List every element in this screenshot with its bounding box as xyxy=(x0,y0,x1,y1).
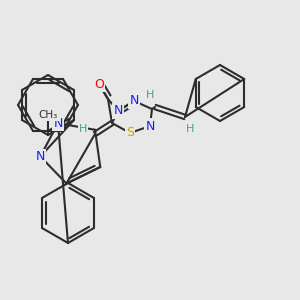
Text: H: H xyxy=(79,124,87,134)
Text: H: H xyxy=(186,124,194,134)
Text: N: N xyxy=(129,94,139,107)
Text: CH₃: CH₃ xyxy=(38,110,58,120)
Text: O: O xyxy=(94,77,104,91)
Text: H: H xyxy=(146,90,154,100)
Text: S: S xyxy=(126,127,134,140)
Text: N: N xyxy=(145,119,155,133)
Text: N: N xyxy=(53,117,63,130)
Text: N: N xyxy=(113,104,123,118)
Text: N: N xyxy=(36,150,45,163)
